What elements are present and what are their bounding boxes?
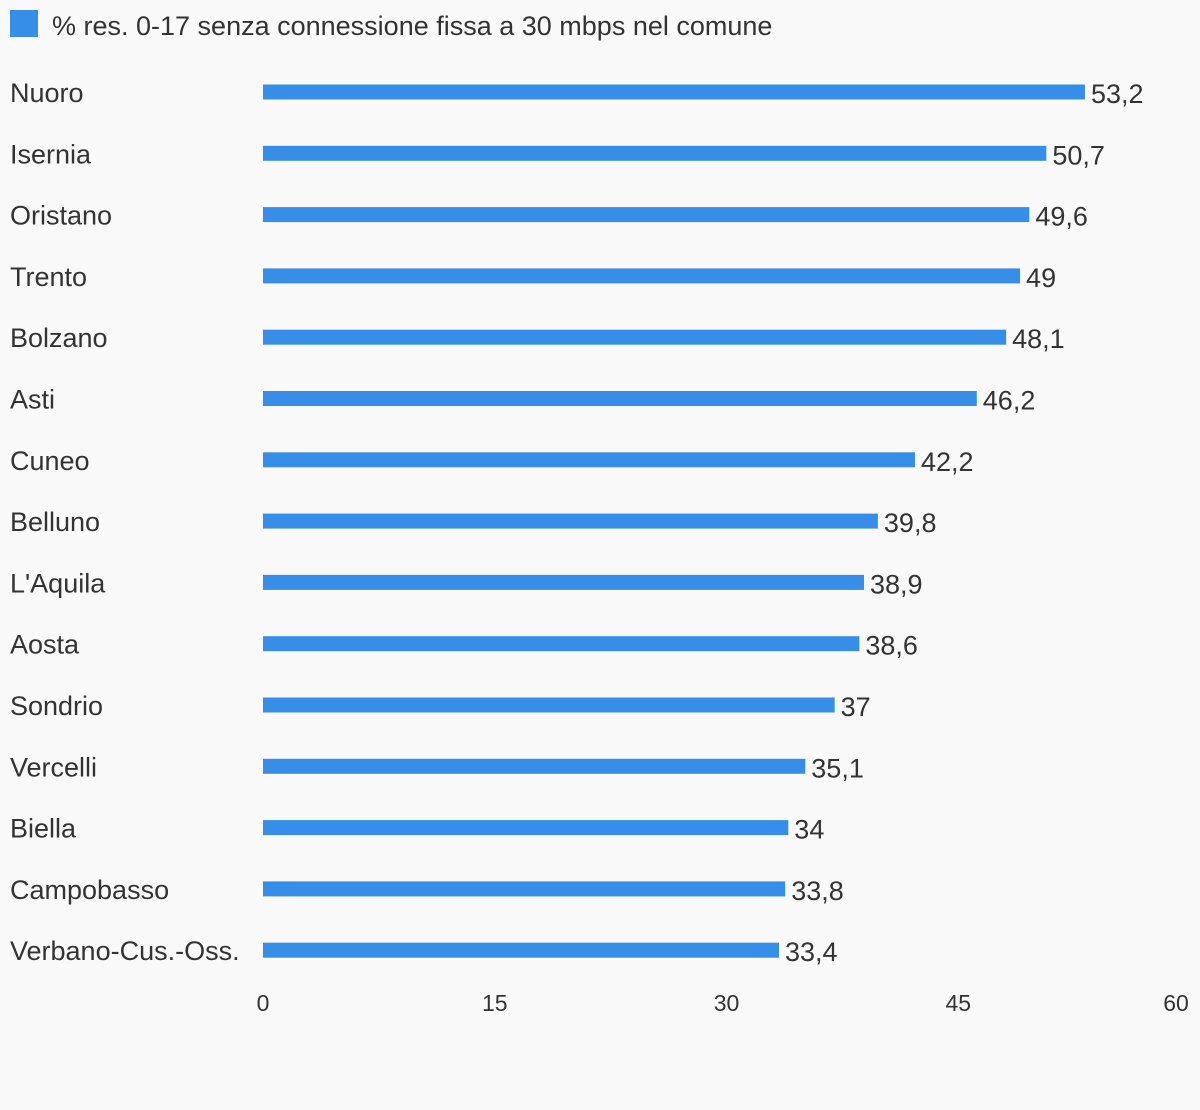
category-label: Aosta	[10, 630, 80, 660]
category-label: Trento	[10, 262, 87, 292]
bar-row: Cuneo 42,2	[10, 446, 974, 477]
x-tick-label: 60	[1163, 990, 1189, 1016]
value-label: 33,4	[785, 937, 838, 967]
bar-row: Oristano 49,6	[10, 201, 1088, 232]
x-tick-label: 0	[257, 990, 270, 1016]
category-label: Nuoro	[10, 78, 84, 108]
bar	[263, 697, 835, 713]
bar-row: Vercelli 35,1	[10, 752, 864, 783]
value-label: 49,6	[1035, 202, 1088, 232]
value-label: 50,7	[1052, 140, 1105, 170]
value-label: 38,9	[870, 569, 923, 599]
bar	[263, 207, 1030, 223]
bar	[263, 881, 786, 897]
x-tick-label: 15	[482, 990, 508, 1016]
bar-rows: Nuoro 53,2 Isernia 50,7 Oristano 49,6 Trento 49…	[10, 78, 1144, 967]
bar-row: Nuoro 53,2	[10, 78, 1144, 109]
bar	[263, 84, 1085, 100]
category-label: Sondrio	[10, 691, 103, 721]
category-label: Vercelli	[10, 752, 97, 782]
bar	[263, 636, 860, 652]
bar	[263, 391, 977, 406]
bar-row: Sondrio 37	[10, 691, 871, 722]
value-label: 39,8	[884, 508, 937, 538]
bar-row: Aosta 38,6	[10, 630, 918, 661]
value-label: 33,8	[791, 876, 844, 906]
value-label: 46,2	[983, 386, 1036, 416]
category-label: Biella	[10, 814, 77, 844]
bar	[263, 268, 1021, 284]
bar	[263, 329, 1007, 345]
bar	[263, 452, 915, 468]
value-label: 42,2	[921, 447, 974, 477]
bar	[263, 513, 878, 529]
bar	[263, 820, 789, 836]
x-tick-label: 30	[714, 990, 740, 1016]
legend-swatch	[10, 10, 38, 37]
value-label: 35,1	[811, 753, 864, 783]
legend-label: % res. 0-17 senza connessione fissa a 30…	[52, 11, 772, 41]
category-label: Asti	[10, 385, 55, 415]
bar-row: Bolzano 48,1	[10, 323, 1065, 354]
category-label: Oristano	[10, 201, 112, 231]
legend: % res. 0-17 senza connessione fissa a 30…	[10, 10, 772, 41]
category-label: Cuneo	[10, 446, 90, 476]
bar-row: Isernia 50,7	[10, 139, 1105, 170]
bar-row: Campobasso 33,8	[10, 875, 844, 906]
value-label: 34	[794, 815, 824, 845]
category-label: Verbano-Cus.-Oss.	[10, 936, 240, 966]
bar-row: Verbano-Cus.-Oss. 33,4	[10, 936, 838, 967]
value-label: 38,6	[865, 631, 918, 661]
bar	[263, 758, 806, 774]
bar	[263, 574, 865, 590]
x-tick-label: 45	[945, 990, 971, 1016]
category-label: Isernia	[10, 139, 92, 169]
bar	[263, 145, 1047, 161]
x-axis: 0 15 30 45 60	[257, 990, 1189, 1016]
category-label: Campobasso	[10, 875, 169, 905]
bar	[263, 942, 780, 958]
value-label: 49	[1026, 263, 1056, 293]
value-label: 48,1	[1012, 324, 1065, 354]
category-label: Bolzano	[10, 323, 108, 353]
value-label: 37	[841, 692, 871, 722]
bar-row: Trento 49	[10, 262, 1056, 293]
bar-row: Biella 34	[10, 814, 824, 845]
bar-row: Belluno 39,8	[10, 507, 936, 538]
bar-row: Asti 46,2	[10, 385, 1035, 416]
category-label: L'Aquila	[10, 568, 106, 598]
bar-row: L'Aquila 38,9	[10, 568, 923, 599]
value-label: 53,2	[1091, 79, 1144, 109]
category-label: Belluno	[10, 507, 100, 537]
